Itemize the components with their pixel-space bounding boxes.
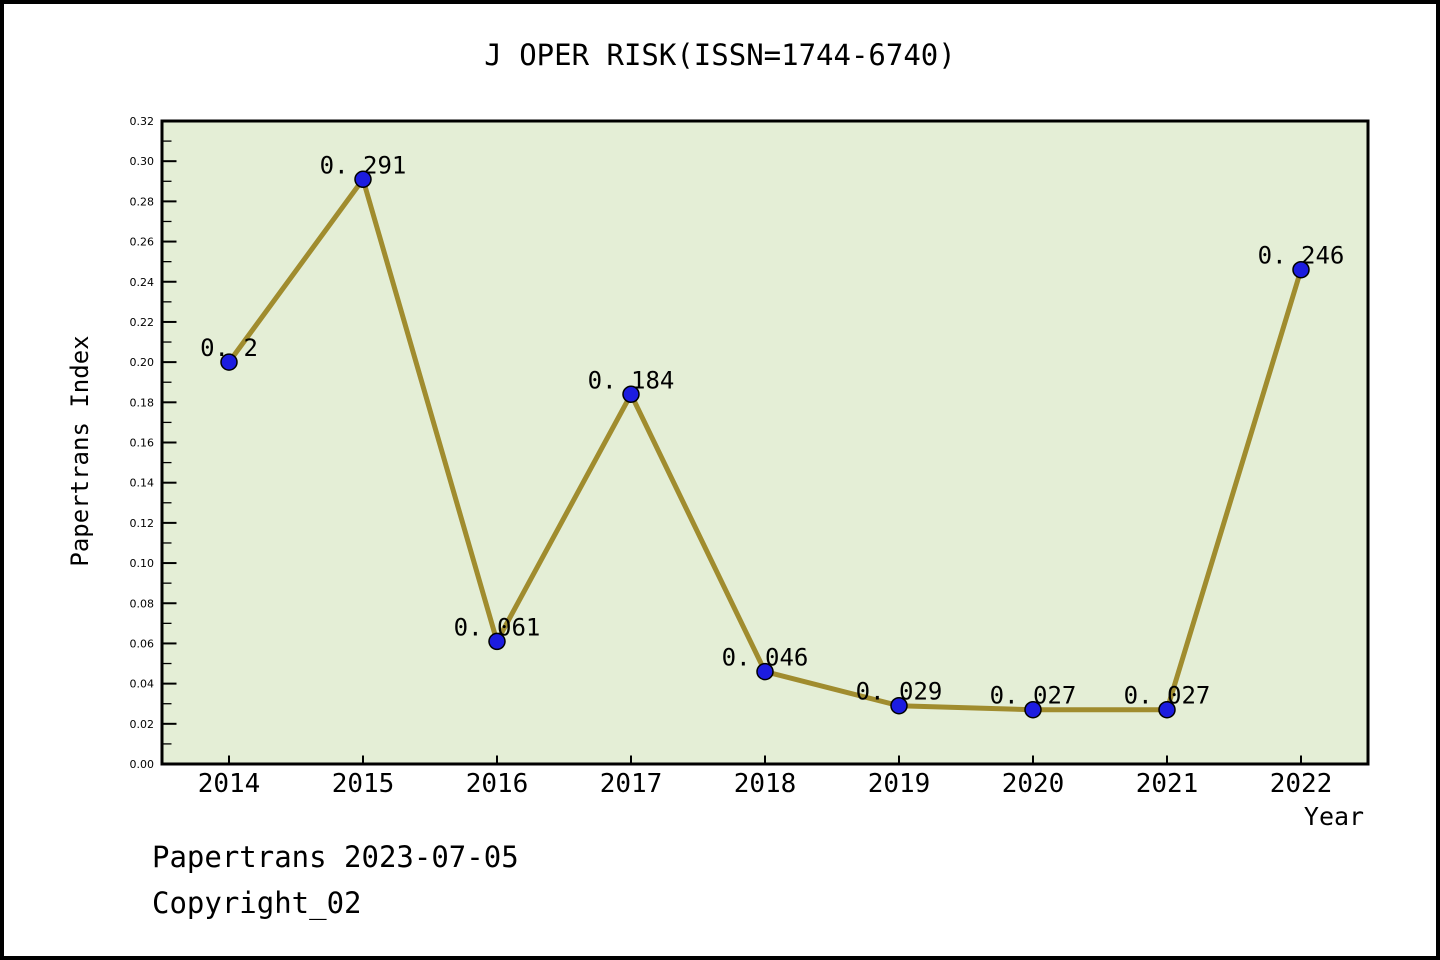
data-point xyxy=(354,170,372,189)
y-tick-label: 0.12 xyxy=(130,517,155,530)
x-tick-label: 2015 xyxy=(332,769,395,799)
x-tick-label: 2022 xyxy=(1270,769,1333,799)
y-tick-label: 0.10 xyxy=(130,557,155,570)
y-tick-label: 0.06 xyxy=(130,637,155,650)
footer-date: Papertrans 2023-07-05 xyxy=(152,840,519,874)
y-tick-label: 0.26 xyxy=(130,236,155,249)
data-point xyxy=(622,385,640,404)
y-tick-label: 0.22 xyxy=(130,316,155,329)
data-point xyxy=(1292,260,1310,279)
x-tick-label: 2017 xyxy=(600,769,663,799)
data-point xyxy=(488,632,506,651)
x-tick-label: 2021 xyxy=(1136,769,1199,799)
chart-canvas: 0.00 0.02 0.04 0.06 0.08 0.10 0.12 0.14 0.16 0.18… xyxy=(130,115,1370,799)
plot-area xyxy=(160,119,1370,766)
x-tick-label: 2020 xyxy=(1002,769,1065,799)
y-tick-label: 0.30 xyxy=(130,155,155,168)
x-tick-label: 2014 xyxy=(198,769,261,799)
data-point xyxy=(220,353,238,371)
data-point xyxy=(756,662,774,681)
data-point xyxy=(1024,700,1042,719)
y-tick-label: 0.04 xyxy=(130,678,155,691)
x-tick-label: 2019 xyxy=(868,769,931,799)
x-tick-label: 2018 xyxy=(734,769,797,799)
y-tick-label: 0.18 xyxy=(130,396,155,409)
y-tick-label: 0.16 xyxy=(130,437,155,450)
footer-copyright: Copyright_02 xyxy=(152,886,362,920)
y-tick-label: 0.00 xyxy=(130,758,155,771)
y-tick-label: 0.28 xyxy=(130,195,155,208)
chart-title: J OPER RISK(ISSN=1744-6740) xyxy=(484,38,956,72)
y-tick-label: 0.02 xyxy=(130,718,155,731)
y-tick-label: 0.32 xyxy=(130,115,155,128)
y-tick-label: 0.20 xyxy=(130,356,155,369)
x-tick-label: 2016 xyxy=(466,769,529,799)
x-axis-title: Year xyxy=(1303,802,1365,831)
data-point xyxy=(1158,700,1176,719)
y-tick-label: 0.14 xyxy=(130,477,155,490)
y-tick-label: 0.08 xyxy=(130,597,155,610)
y-tick-label: 0.24 xyxy=(130,276,155,289)
data-point xyxy=(890,696,908,715)
